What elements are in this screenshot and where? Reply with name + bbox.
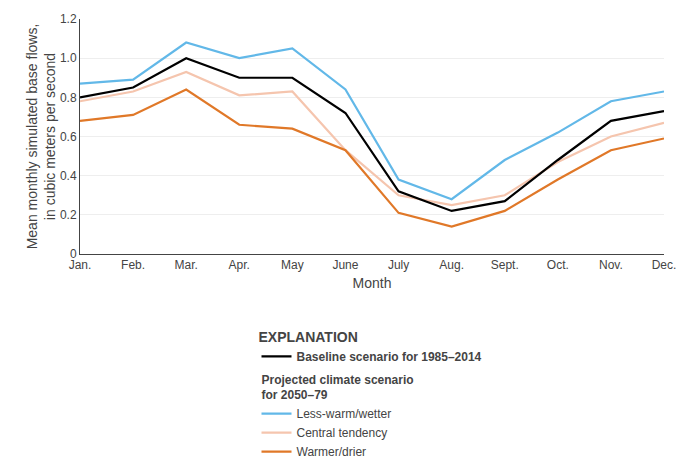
svg-text:June: June <box>332 258 358 272</box>
svg-text:July: July <box>388 258 409 272</box>
svg-text:0.8: 0.8 <box>60 91 77 105</box>
svg-text:EXPLANATION: EXPLANATION <box>259 329 358 345</box>
svg-text:Central tendency: Central tendency <box>297 426 388 440</box>
svg-text:Month: Month <box>353 275 392 291</box>
svg-text:Baseline scenario for 1985–201: Baseline scenario for 1985–2014 <box>297 350 482 364</box>
svg-text:Nov.: Nov. <box>599 258 623 272</box>
svg-text:Oct.: Oct. <box>547 258 569 272</box>
svg-text:Apr.: Apr. <box>229 258 250 272</box>
svg-text:Jan.: Jan. <box>69 258 92 272</box>
svg-text:0.6: 0.6 <box>60 130 77 144</box>
svg-text:Less-warm/wetter: Less-warm/wetter <box>297 407 392 421</box>
svg-text:0.4: 0.4 <box>60 169 77 183</box>
svg-text:Feb.: Feb. <box>121 258 145 272</box>
svg-text:Mar.: Mar. <box>175 258 198 272</box>
svg-text:Projected climate scenariofor: Projected climate scenariofor 2050–79 <box>262 373 414 403</box>
svg-text:Sept.: Sept. <box>491 258 519 272</box>
svg-text:1.0: 1.0 <box>60 51 77 65</box>
svg-text:0.2: 0.2 <box>60 208 77 222</box>
svg-text:1.2: 1.2 <box>60 12 77 26</box>
svg-text:Dec.: Dec. <box>652 258 677 272</box>
svg-text:Aug.: Aug. <box>439 258 464 272</box>
svg-text:May: May <box>281 258 304 272</box>
svg-text:0: 0 <box>70 247 77 261</box>
svg-text:Warmer/drier: Warmer/drier <box>297 445 367 459</box>
svg-text:Mean monthly simulated base fl: Mean monthly simulated base flows,in cub… <box>24 24 58 250</box>
